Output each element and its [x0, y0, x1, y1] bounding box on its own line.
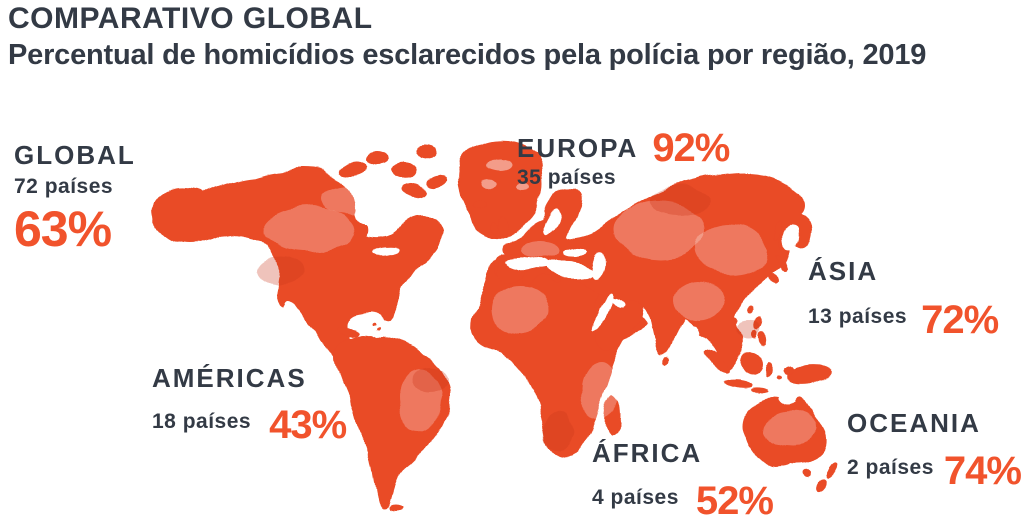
great-britain — [500, 216, 512, 232]
region-percent: 43% — [269, 403, 347, 447]
region-countries: 2 países — [847, 456, 934, 479]
region-countries: 18 países — [152, 410, 252, 433]
region-name: ÁSIA — [808, 256, 879, 286]
japan-sakhalin — [766, 222, 787, 283]
arctic-islands — [338, 147, 446, 197]
region-label-global: GLOBAL 72 países 63% — [14, 142, 136, 254]
tierra-del-fuego — [389, 505, 403, 511]
world-map — [151, 139, 839, 511]
region-name: EUROPA — [517, 133, 639, 163]
region-name: ÁFRICA — [592, 438, 703, 468]
region-label-asia: ÁSIA 13 países 72% — [808, 256, 999, 340]
region-percent: 72% — [921, 298, 999, 342]
region-percent: 74% — [943, 449, 1022, 493]
new-guinea — [785, 365, 832, 385]
sri-lanka — [665, 353, 671, 363]
page-title: COMPARATIVO GLOBAL — [8, 2, 373, 35]
region-name: AMÉRICAS — [152, 363, 307, 393]
region-countries: 35 países — [517, 166, 617, 189]
region-label-europa: EUROPA 92% 35 países — [517, 124, 730, 189]
watercolor-texture — [255, 185, 815, 450]
tasmania — [801, 470, 811, 478]
region-countries: 13 países — [808, 305, 908, 328]
region-label-africa: ÁFRICA 4 países 52% — [592, 438, 774, 521]
region-percent: 92% — [652, 126, 730, 170]
header: COMPARATIVO GLOBAL Percentual de homicíd… — [8, 4, 926, 70]
infographic-canvas: COMPARATIVO GLOBAL Percentual de homicíd… — [8, 4, 1022, 522]
region-percent: 52% — [695, 479, 774, 523]
region-countries: 72 países — [14, 175, 114, 198]
hainan — [734, 317, 740, 323]
page-subtitle: Percentual de homicídios esclarecidos pe… — [8, 39, 927, 71]
indonesia — [703, 351, 791, 394]
continent-greenland — [458, 139, 544, 238]
region-percent: 63% — [14, 201, 112, 257]
region-label-americas: AMÉRICAS 18 países 43% — [152, 363, 347, 445]
region-name: OCEANIA — [847, 408, 981, 438]
iceland — [472, 202, 486, 212]
sea-gaps — [354, 159, 800, 474]
region-countries: 4 países — [592, 486, 679, 509]
ireland — [493, 223, 501, 233]
region-label-oceania: OCEANIA 2 países 74% — [847, 408, 1022, 491]
taiwan — [749, 306, 755, 314]
region-name: GLOBAL — [14, 140, 136, 170]
new-zealand — [816, 461, 839, 494]
continent-eurasia — [494, 172, 812, 371]
